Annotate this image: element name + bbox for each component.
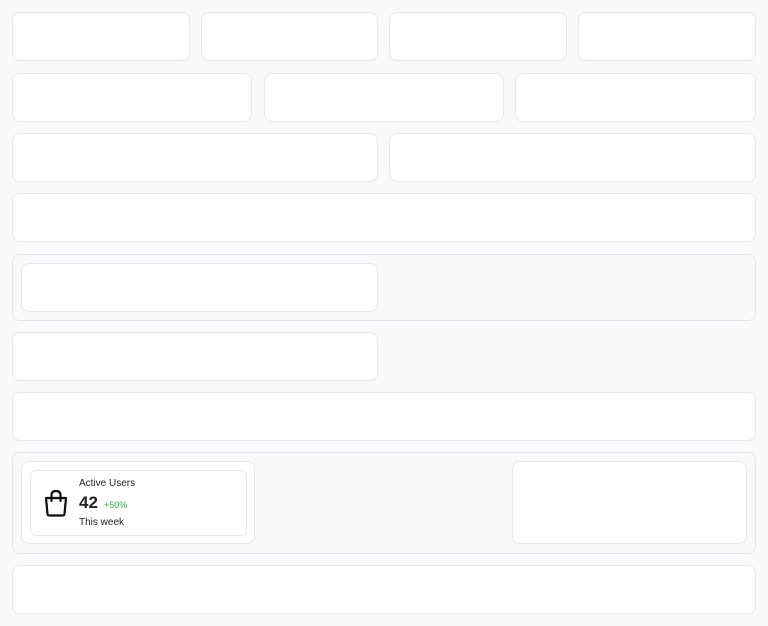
card-1 [12,12,190,61]
card-9 [389,133,756,182]
card-15 [12,565,756,614]
stat-value: 42 [79,493,98,512]
card-13 [12,392,756,441]
card-6 [264,73,504,122]
shopping-bag-icon [44,489,68,517]
active-users-stat-card: Active Users 42 +50% This week [30,470,247,536]
card-4 [578,12,756,61]
card-2 [201,12,378,61]
card-10 [12,193,756,242]
card-14 [512,461,747,544]
stat-change: +50% [104,500,128,510]
card-5 [12,73,252,122]
card-12 [12,332,378,381]
stat-title: Active Users [79,478,136,489]
card-11 [21,263,378,312]
stat-period: This week [79,517,125,528]
card-3 [389,12,567,61]
card-7 [515,73,756,122]
section-container-1 [12,254,756,321]
card-8 [12,133,378,182]
